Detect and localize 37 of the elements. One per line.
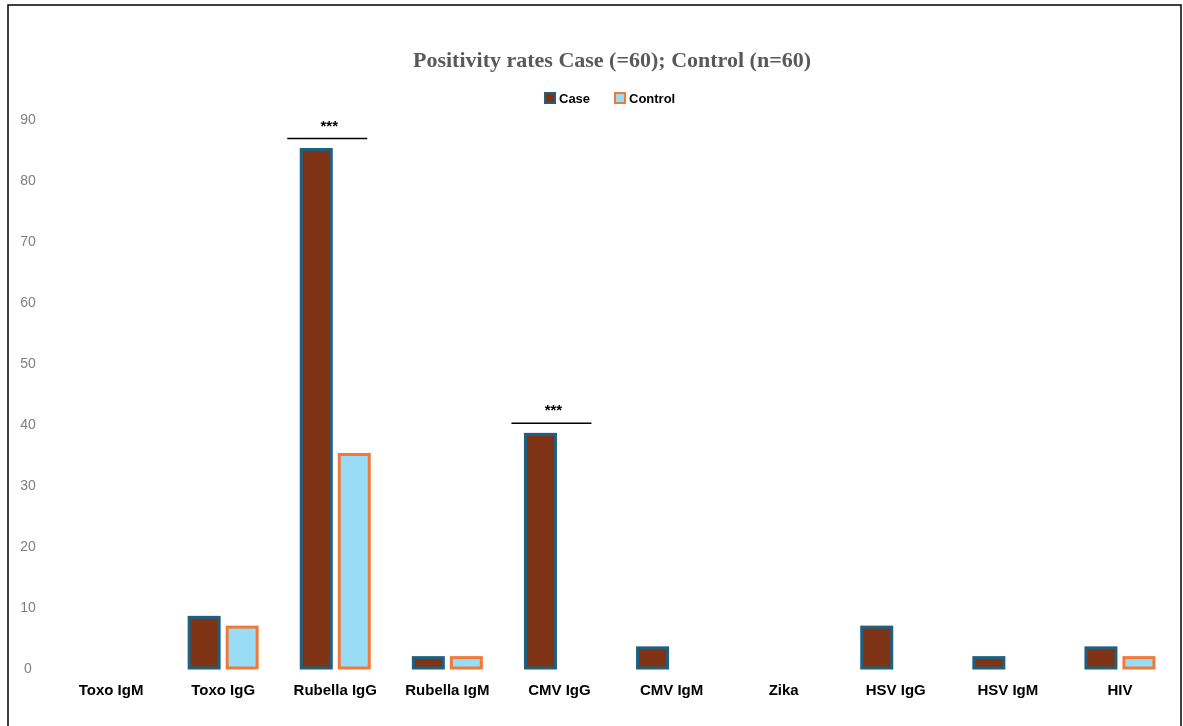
x-tick-label: Zika xyxy=(768,681,800,698)
annotation: *** xyxy=(320,116,339,134)
x-tick-label: Rubella IgG xyxy=(293,681,377,698)
x-tick-label: Toxo IgG xyxy=(191,681,256,698)
y-tick-label: 0 xyxy=(24,659,33,676)
y-tick-label: 50 xyxy=(20,354,36,371)
bar xyxy=(1084,646,1118,670)
bar xyxy=(523,432,557,670)
y-tick-label: 60 xyxy=(20,293,36,310)
x-tick-label: CMV IgM xyxy=(639,681,704,698)
x-tick-label: HIV xyxy=(1107,681,1133,698)
y-tick-label: 80 xyxy=(20,171,36,188)
bar xyxy=(972,656,1006,670)
x-tick-label: Rubella IgM xyxy=(405,681,490,698)
x-tick-label: Toxo IgM xyxy=(78,681,144,698)
y-tick-label: 30 xyxy=(20,476,36,493)
y-tick-label: 20 xyxy=(20,537,36,554)
legend-label: Control xyxy=(629,91,676,106)
bar xyxy=(449,656,483,670)
x-tick-label: HSV IgM xyxy=(977,681,1039,698)
x-tick-label: CMV IgG xyxy=(528,681,591,698)
bar xyxy=(337,453,371,670)
y-tick-label: 90 xyxy=(20,110,36,127)
x-tick-label: HSV IgG xyxy=(865,681,926,698)
y-tick-label: 70 xyxy=(20,232,36,249)
bar xyxy=(1122,656,1156,670)
bar xyxy=(411,656,445,670)
annotation: *** xyxy=(544,401,563,419)
bar xyxy=(860,625,894,670)
legend-label: Case xyxy=(559,91,591,106)
chart-title: Positivity rates Case (=60); Control (n=60) xyxy=(413,47,811,72)
y-tick-label: 40 xyxy=(20,415,36,432)
bar xyxy=(299,148,333,670)
bar xyxy=(636,646,670,670)
bar xyxy=(187,615,221,670)
bar xyxy=(225,625,259,670)
y-tick-label: 10 xyxy=(20,598,36,615)
